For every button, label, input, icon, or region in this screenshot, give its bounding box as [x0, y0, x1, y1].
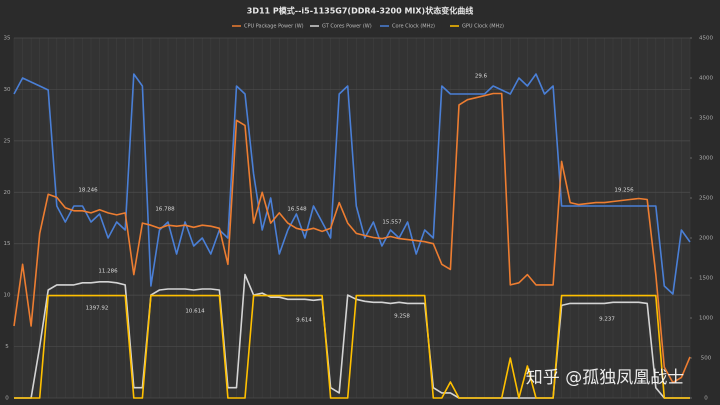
- series-line: [13, 73, 691, 295]
- data-label: 9.237: [599, 317, 615, 323]
- y2-tick-label: 0: [704, 396, 708, 402]
- y-tick-label: 30: [4, 87, 11, 93]
- watermark: 知乎 @孤独凤凰战士: [526, 368, 684, 388]
- data-label: 9.258: [394, 314, 410, 320]
- series-line: [13, 92, 691, 384]
- y-tick-label: 35: [4, 36, 11, 42]
- y2-tick-label: 4500: [699, 36, 713, 42]
- y-tick-label: 5: [5, 344, 9, 350]
- data-label: 15.557: [382, 220, 402, 226]
- legend-label: GPU Clock (MHz): [462, 24, 504, 30]
- legend-label: GT Cores Power (W): [322, 24, 372, 30]
- data-label: 16.788: [155, 207, 175, 213]
- y2-tick-label: 1500: [699, 276, 713, 282]
- legend-label: CPU Package Power (W): [244, 24, 304, 30]
- series-line: [14, 294, 690, 399]
- data-label: 1397.92: [86, 306, 109, 312]
- data-label: 11.286: [98, 269, 118, 275]
- legend-label: Core Clock (MHz): [392, 24, 435, 30]
- data-label: 16.548: [287, 207, 307, 213]
- y2-tick-label: 3000: [699, 156, 713, 162]
- y-tick-label: 25: [4, 138, 11, 144]
- y-tick-label: 15: [4, 241, 11, 247]
- y2-tick-label: 500: [701, 356, 712, 362]
- series-line: [14, 273, 690, 399]
- data-label: 29.6: [475, 74, 488, 80]
- data-label: 18.246: [78, 188, 98, 194]
- data-label: 9.614: [296, 318, 312, 324]
- y2-tick-label: 2000: [699, 236, 713, 242]
- y-tick-label: 10: [4, 293, 11, 299]
- y2-tick-label: 2500: [699, 196, 713, 202]
- chart-title: 3D11 P模式--i5-1135G7(DDR4-3200 MIX)状态变化曲线: [247, 6, 473, 16]
- y2-tick-label: 4000: [699, 76, 713, 82]
- data-label: 10.614: [185, 309, 205, 315]
- data-label: 19.256: [614, 188, 634, 194]
- y-tick-label: 0: [5, 396, 9, 402]
- y2-tick-label: 3500: [699, 116, 713, 122]
- y2-tick-label: 1000: [699, 316, 713, 322]
- y-tick-label: 20: [4, 190, 11, 196]
